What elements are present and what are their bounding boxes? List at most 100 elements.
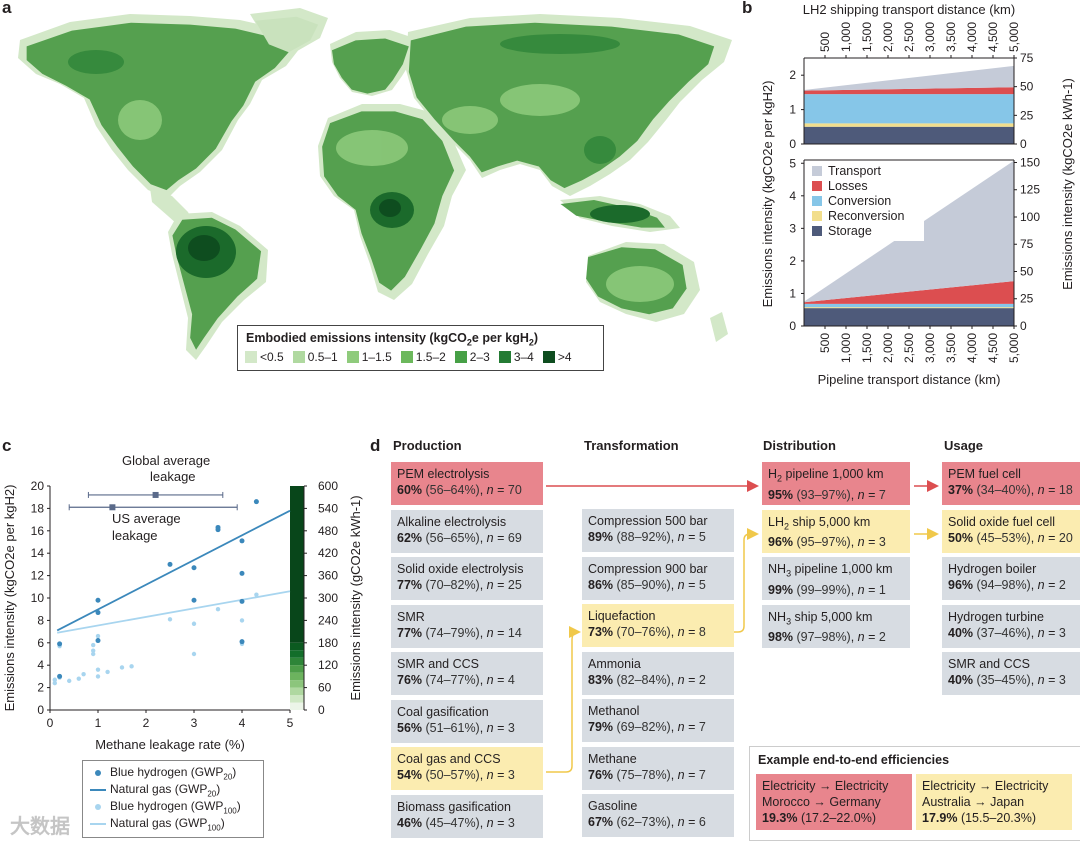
y-tick-label: 0 — [37, 703, 44, 717]
usage-box: PEM fuel cell 37% (34–40%), n = 18 — [942, 462, 1080, 505]
point-gwp20 — [253, 499, 259, 505]
legend-label-transport: Transport — [828, 164, 882, 178]
x-tick-label: 1,500 — [860, 333, 874, 363]
legend-line-marker — [89, 789, 107, 792]
method-name: Solid oxide fuel cell — [948, 514, 1056, 529]
map-legend-item: <0.5 — [245, 350, 284, 364]
x-axis-label: Pipeline transport distance (km) — [818, 372, 1001, 387]
y2-tick-label: 50 — [1020, 264, 1034, 278]
distribution-box: NH3 pipeline 1,000 km 99% (99–99%), n = 1 — [762, 557, 910, 600]
us-leakage-bar-mean — [109, 504, 116, 511]
x-tick-label: 5,000 — [1007, 22, 1021, 52]
y-axis-label: Emissions intensity (kgCO2e per kgH2) — [2, 485, 17, 712]
map-continents — [18, 8, 732, 360]
x-tick-label: 2,000 — [881, 333, 895, 363]
legend-dot-marker — [89, 770, 107, 777]
x-tick-label: 4,000 — [965, 22, 979, 52]
legend-row: Blue hydrogen (GWP100) — [89, 799, 241, 815]
method-name: Alkaline electrolysis — [397, 514, 507, 529]
header-transformation: Transformation — [584, 438, 679, 453]
y-tick-label: 4 — [789, 189, 796, 203]
point-gwp100 — [119, 665, 125, 670]
point-gwp100 — [67, 678, 72, 684]
x-tick-label: 4,000 — [965, 333, 979, 363]
point-gwp20 — [215, 527, 221, 533]
method-name: Compression 900 bar — [588, 561, 708, 576]
method-name: SMR — [397, 609, 425, 624]
production-box: Alkaline electrolysis 62% (56–65%), n = 6… — [391, 509, 543, 553]
chart-title: LH2 shipping transport distance (km) — [803, 2, 1015, 17]
map-legend-item: 0.5–1 — [292, 350, 338, 364]
method-name: SMR and CCS — [948, 657, 1030, 671]
legend-swatch-transport — [812, 166, 822, 176]
y-tick-label: 2 — [37, 681, 44, 695]
efficiency-value: 79% (69–82%), n = 7 — [588, 720, 706, 734]
distribution-box: H2 pipeline 1,000 km 95% (93–97%), n = 7 — [762, 462, 910, 505]
legend-box — [806, 161, 924, 241]
example-efficiencies: Example end-to-end efficiencies Electric… — [749, 746, 1080, 841]
area-conversion — [804, 303, 1014, 308]
trend-line-0 — [56, 509, 291, 632]
legend-label: Blue hydrogen (GWP100) — [110, 799, 241, 816]
method-name: LH2 ship 5,000 km — [768, 514, 871, 532]
y2-tick-label: 0 — [318, 703, 325, 717]
production-box: SMR and CCS 76% (74–77%), n = 4 — [391, 652, 543, 695]
colorbar-band — [290, 665, 304, 673]
map-legend-item: 1.5–2 — [400, 350, 446, 364]
efficiency-value: 56% (51–61%), n = 3 — [397, 720, 515, 735]
y2-tick-label: 480 — [318, 524, 338, 538]
area-losses — [804, 87, 1014, 95]
legend-row: Natural gas (GWP100) — [89, 816, 225, 832]
efficiency-value: 77% (70–82%), n = 25 — [397, 578, 522, 592]
efficiency-value: 60% (56–64%), n = 70 — [397, 483, 522, 497]
map-legend-label: 3–4 — [513, 350, 534, 364]
production-box: PEM electrolysis 60% (56–64%), n = 70 — [391, 462, 543, 505]
panel-label-b: b — [742, 0, 753, 17]
y-tick-label: 14 — [31, 546, 45, 560]
y-tick-label: 2 — [789, 68, 796, 82]
panel-c-legend: Blue hydrogen (GWP20) Natural gas (GWP20)… — [82, 760, 264, 838]
efficiency-value: 40% (35–45%), n = 3 — [948, 673, 1066, 687]
new-zealand-landmass — [710, 312, 728, 342]
y-tick-label: 1 — [789, 103, 796, 117]
map-legend-label: 2–3 — [469, 350, 490, 364]
efficiency-value: 98% (97–98%), n = 2 — [768, 630, 886, 644]
point-gwp20 — [239, 570, 245, 576]
map-legend-item: 3–4 — [498, 350, 534, 364]
transformation-box: Ammonia 83% (82–84%), n = 2 — [582, 651, 734, 695]
point-gwp100 — [52, 677, 57, 682]
y2-tick-label: 25 — [1020, 292, 1034, 306]
legend-label-losses: Losses — [828, 179, 868, 193]
legend-swatch-losses — [812, 181, 822, 191]
y-tick-label: 2 — [789, 254, 796, 268]
y2-tick-label: 0 — [1020, 137, 1027, 151]
map-legend-label: 1–1.5 — [361, 350, 392, 364]
x-tick-label: 2 — [143, 716, 150, 730]
colorbar-band — [290, 650, 304, 658]
efficiency-value: 50% (45–53%), n = 20 — [948, 530, 1073, 545]
y2-tick-label: 0 — [1020, 319, 1027, 333]
area-storage — [804, 126, 1014, 144]
x-tick-label: 2,500 — [902, 22, 916, 52]
map-legend-swatch — [346, 351, 359, 363]
x-tick-label: 5 — [287, 716, 294, 730]
legend-row: Blue hydrogen (GWP20) — [89, 765, 236, 781]
point-gwp100 — [95, 633, 101, 639]
method-name: PEM fuel cell — [948, 467, 1021, 481]
header-distribution: Distribution — [763, 438, 836, 453]
panel-label-c: c — [2, 436, 12, 455]
transformation-box: Liquefaction 73% (70–76%), n = 8 — [582, 604, 734, 647]
legend-line-marker — [89, 823, 107, 826]
area-losses — [804, 281, 1014, 304]
legend-label-conversion: Conversion — [828, 194, 891, 208]
legend-swatch-conversion — [812, 196, 822, 206]
usage-box: Solid oxide fuel cell 50% (45–53%), n = 2… — [942, 509, 1080, 553]
x-tick-label: 3,000 — [923, 333, 937, 363]
efficiency-value: 62% (56–65%), n = 69 — [397, 530, 522, 545]
usage-box: Hydrogen boiler 96% (94–98%), n = 2 — [942, 557, 1080, 600]
area-transport — [804, 65, 1014, 91]
method-name: SMR and CCS — [397, 657, 479, 671]
map-legend-label: >4 — [557, 350, 572, 364]
y-tick-label: 18 — [31, 501, 45, 515]
